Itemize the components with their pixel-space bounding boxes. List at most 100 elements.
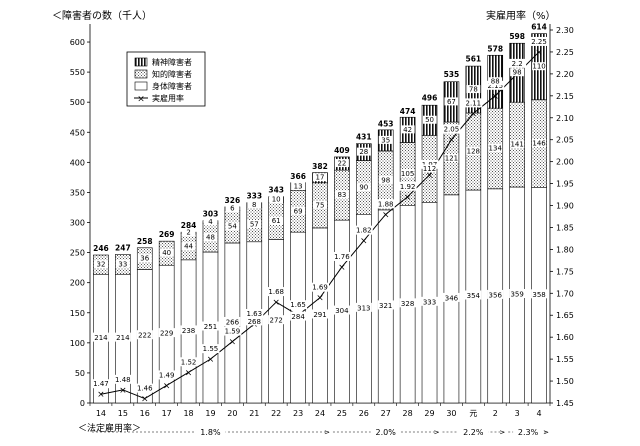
x-tick-label: 22 — [271, 409, 281, 418]
y-right-tick-label: 2.20 — [556, 70, 574, 79]
label-total: 561 — [466, 54, 482, 63]
label-mental: 67 — [447, 98, 456, 106]
label-background — [444, 153, 459, 162]
rate-point-label: 1.47 — [93, 380, 109, 388]
label-background — [422, 164, 437, 173]
label-total: 382 — [312, 162, 328, 171]
legend-marker-rate: × — [137, 95, 145, 105]
label-background — [510, 140, 525, 149]
label-background — [157, 370, 176, 380]
legend: 精神障害者 知的障害者 身体障害者 × 実雇用率 — [126, 51, 206, 107]
label-background — [114, 332, 131, 342]
x-tick-label: 14 — [96, 409, 106, 418]
label-background — [137, 254, 152, 263]
label-intellectual: 98 — [381, 176, 390, 184]
x-tick-label: 元 — [469, 409, 477, 418]
rate-point-label: 1.68 — [268, 288, 284, 296]
label-total: 284 — [181, 221, 197, 230]
label-intellectual: 48 — [206, 234, 215, 242]
label-background — [159, 248, 174, 257]
label-background — [181, 228, 196, 237]
label-background — [370, 426, 401, 437]
rate-point-label: 1.63 — [246, 310, 262, 318]
y-right-tick-label: 2.10 — [556, 114, 574, 123]
legal-rate-label: 2.2% — [463, 428, 484, 437]
label-total: 247 — [115, 243, 131, 252]
label-physical: 268 — [248, 318, 261, 326]
x-axis-title: ＜法定雇用率＞ — [78, 422, 141, 434]
label-mental: 98 — [513, 69, 522, 77]
label-total: 578 — [487, 44, 503, 53]
label-background — [443, 292, 460, 302]
label-total: 246 — [93, 244, 109, 253]
label-background — [223, 326, 242, 336]
y-right-tick-label: 2.05 — [556, 136, 574, 145]
label-background — [509, 289, 526, 299]
rate-point-marker: × — [185, 368, 193, 378]
rate-point-marker: × — [404, 193, 412, 203]
y-axis-right-title: 実雇用率（%） — [486, 9, 556, 22]
label-total: 453 — [378, 119, 394, 128]
x-tick-label: 4 — [537, 409, 542, 418]
label-physical: 238 — [182, 327, 195, 335]
label-physical: 354 — [467, 292, 481, 300]
label-background — [444, 97, 459, 106]
rate-point-marker: × — [207, 355, 215, 365]
y-left-tick-label: 300 — [70, 219, 85, 228]
label-intellectual: 112 — [423, 165, 436, 173]
label-background — [312, 309, 328, 319]
legal-rate-arrow: > — [324, 429, 330, 437]
x-tick-label: 15 — [118, 409, 128, 418]
rate-point-marker: × — [163, 381, 171, 391]
label-physical: 214 — [94, 334, 108, 342]
legend-label-mental: 精神障害者 — [152, 57, 192, 67]
rate-point-label: 1.82 — [356, 227, 372, 235]
y-left-tick-label: 500 — [70, 98, 85, 107]
label-intellectual: 61 — [272, 217, 281, 225]
x-tick-label: 28 — [403, 409, 413, 418]
label-intellectual: 44 — [184, 243, 193, 251]
rate-line-path — [100, 51, 540, 400]
label-intellectual: 69 — [294, 207, 303, 215]
label-total: 496 — [422, 94, 438, 103]
legend-label-intellectual: 知的障害者 — [152, 69, 192, 79]
x-tick-label: 29 — [424, 409, 434, 418]
label-physical: 214 — [116, 334, 130, 342]
label-mental: 13 — [294, 183, 303, 191]
y-left-tick-label: 600 — [70, 38, 85, 47]
rate-point-label: 1.69 — [312, 284, 328, 292]
label-total: 614 — [531, 23, 547, 32]
label-background — [269, 216, 284, 225]
y-left-tick-label: 50 — [75, 369, 85, 378]
label-background — [378, 175, 393, 184]
label-background — [92, 332, 109, 342]
x-tick-label: 3 — [515, 409, 520, 418]
x-tick-label: 2 — [493, 409, 498, 418]
label-background — [356, 183, 371, 192]
rate-point-label: 2.25 — [531, 38, 547, 46]
label-background — [113, 374, 132, 384]
y-right-tick-label: 1.50 — [556, 377, 574, 386]
label-physical: 346 — [445, 294, 459, 302]
rate-point-label: 1.65 — [290, 301, 306, 309]
x-tick-label: 26 — [359, 409, 369, 418]
label-background — [115, 259, 130, 268]
legend-label-physical: 身体障害者 — [152, 81, 192, 91]
x-tick-label: 18 — [183, 409, 193, 418]
label-background — [332, 251, 351, 261]
label-background — [269, 195, 284, 204]
label-intellectual: 105 — [401, 170, 414, 178]
x-tick-label: 16 — [140, 409, 150, 418]
label-background — [225, 204, 240, 213]
label-mental: 17 — [316, 174, 325, 182]
label-background — [466, 147, 481, 156]
label-intellectual: 141 — [510, 141, 523, 149]
y-left-tick-label: 0 — [80, 399, 85, 408]
label-total: 598 — [509, 32, 525, 41]
legend-swatch-physical — [134, 81, 148, 91]
label-background — [377, 300, 394, 310]
label-background — [356, 147, 371, 156]
label-mental: 42 — [403, 126, 412, 134]
legend-swatch-intellectual — [134, 69, 148, 79]
rate-point-label: 1.48 — [115, 376, 131, 384]
